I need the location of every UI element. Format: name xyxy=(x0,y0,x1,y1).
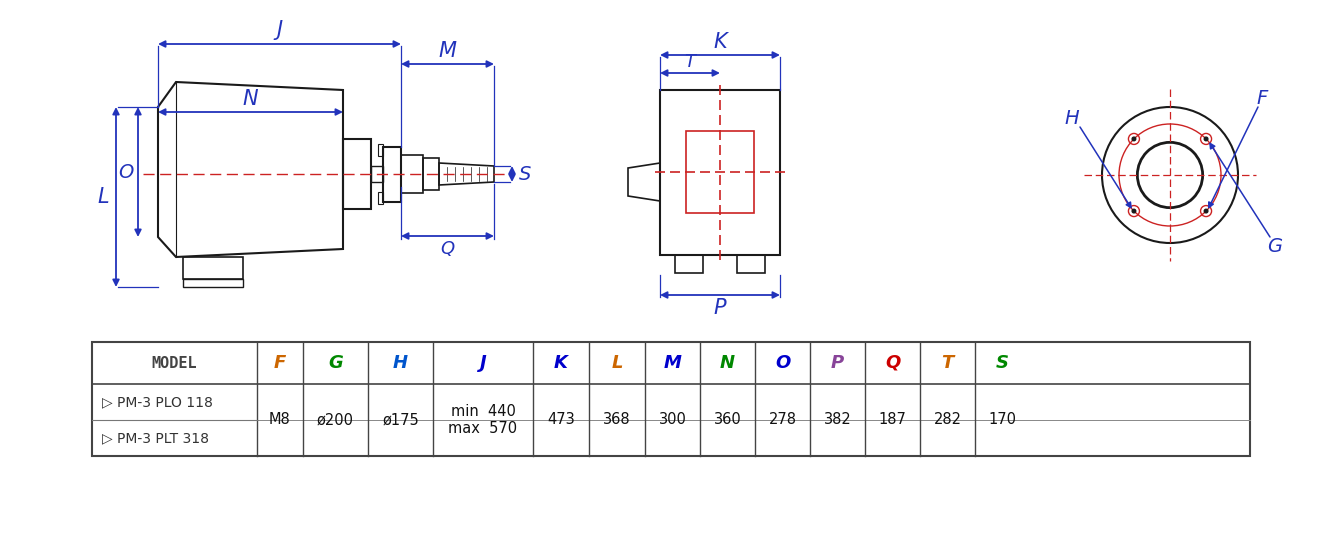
Bar xyxy=(686,131,753,213)
Circle shape xyxy=(1205,137,1207,141)
Circle shape xyxy=(1205,209,1207,213)
Text: T: T xyxy=(941,354,954,372)
Bar xyxy=(676,255,702,273)
Text: MODEL: MODEL xyxy=(152,355,197,371)
Bar xyxy=(377,192,383,204)
Bar xyxy=(423,158,439,190)
Text: min  440
max  570: min 440 max 570 xyxy=(449,404,517,436)
Text: ▷ PM-3 PLO 118: ▷ PM-3 PLO 118 xyxy=(102,395,214,409)
Text: O: O xyxy=(118,163,134,181)
Bar xyxy=(183,257,243,279)
Bar xyxy=(402,155,423,193)
Text: P: P xyxy=(713,298,727,318)
Text: 187: 187 xyxy=(878,412,907,428)
Text: Q: Q xyxy=(441,240,454,258)
Text: 300: 300 xyxy=(658,412,686,428)
Circle shape xyxy=(1132,137,1136,141)
Text: 278: 278 xyxy=(768,412,796,428)
Bar xyxy=(371,166,383,182)
Text: J: J xyxy=(479,354,486,372)
Text: H: H xyxy=(393,354,408,372)
Text: S: S xyxy=(518,164,532,183)
Text: N: N xyxy=(243,89,258,109)
Circle shape xyxy=(1132,209,1136,213)
Text: 473: 473 xyxy=(547,412,575,428)
Text: Q: Q xyxy=(885,354,900,372)
Text: ▷ PM-3 PLT 318: ▷ PM-3 PLT 318 xyxy=(102,431,210,445)
Bar xyxy=(383,147,402,202)
Text: F: F xyxy=(274,354,286,372)
Text: 382: 382 xyxy=(823,412,851,428)
Text: 282: 282 xyxy=(933,412,962,428)
Text: 368: 368 xyxy=(603,412,631,428)
Text: H: H xyxy=(1065,110,1080,128)
Text: 360: 360 xyxy=(713,412,741,428)
Bar xyxy=(377,144,383,156)
Text: ø200: ø200 xyxy=(317,412,355,428)
Bar xyxy=(183,279,243,287)
Text: M: M xyxy=(663,354,681,372)
Bar xyxy=(737,255,766,273)
Bar xyxy=(659,90,780,255)
Text: T: T xyxy=(685,53,696,71)
Text: O: O xyxy=(775,354,790,372)
Text: ø175: ø175 xyxy=(383,412,419,428)
Text: J: J xyxy=(277,20,282,40)
Text: L: L xyxy=(611,354,623,372)
Bar xyxy=(342,139,371,209)
Text: L: L xyxy=(97,187,109,207)
Text: G: G xyxy=(1268,238,1283,257)
Text: P: P xyxy=(831,354,845,372)
Text: N: N xyxy=(720,354,735,372)
Bar xyxy=(93,342,1250,456)
Text: G: G xyxy=(328,354,342,372)
Text: 170: 170 xyxy=(988,412,1017,428)
Text: K: K xyxy=(555,354,568,372)
Text: K: K xyxy=(713,32,727,52)
Text: M8: M8 xyxy=(269,412,291,428)
Text: S: S xyxy=(997,354,1009,372)
Text: F: F xyxy=(1256,90,1268,109)
Text: M: M xyxy=(439,41,457,61)
